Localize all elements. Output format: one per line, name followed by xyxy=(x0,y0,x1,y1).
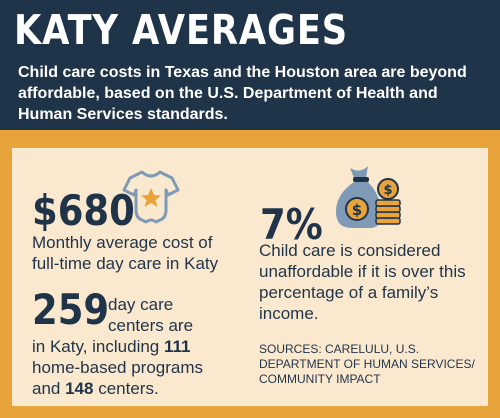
cost-description: Monthly average cost of full-time day ca… xyxy=(32,233,219,273)
centers-line-4: home-based programs xyxy=(32,358,204,377)
home-based-count: 111 xyxy=(163,337,191,356)
centers-line-5-post: centers. xyxy=(93,379,159,398)
centers-line-2: centers are xyxy=(108,316,194,335)
centers-line-3-text: in Katy, including xyxy=(32,337,164,356)
percent-description: Child care is considered unaffordable if… xyxy=(259,241,466,323)
centers-line-5-pre: and xyxy=(32,379,66,398)
percent-value: 7% xyxy=(260,200,323,249)
centers-line-3: in Katy, including 111 xyxy=(32,336,190,357)
svg-text:$: $ xyxy=(352,201,362,219)
cost-value: $680 xyxy=(32,186,135,235)
page-title: KATY AVERAGES xyxy=(14,6,349,54)
centers-line-5: and 148 centers. xyxy=(32,378,159,399)
money-bag-coins-icon: $ $ xyxy=(336,166,401,228)
center-count: 148 xyxy=(65,379,94,398)
header-banner: KATY AVERAGES Child care costs in Texas … xyxy=(0,0,500,130)
baby-onesie-icon xyxy=(122,170,180,224)
centers-value: 259 xyxy=(32,285,110,334)
sources-note: SOURCES: CARELULU, U.S. DEPARTMENT OF HU… xyxy=(259,342,475,386)
svg-text:$: $ xyxy=(383,183,392,198)
page-subtitle: Child care costs in Texas and the Housto… xyxy=(18,64,467,123)
centers-line-1: day care xyxy=(108,295,174,314)
stats-panel: $680 Monthly average cost of full-time d… xyxy=(12,148,488,406)
